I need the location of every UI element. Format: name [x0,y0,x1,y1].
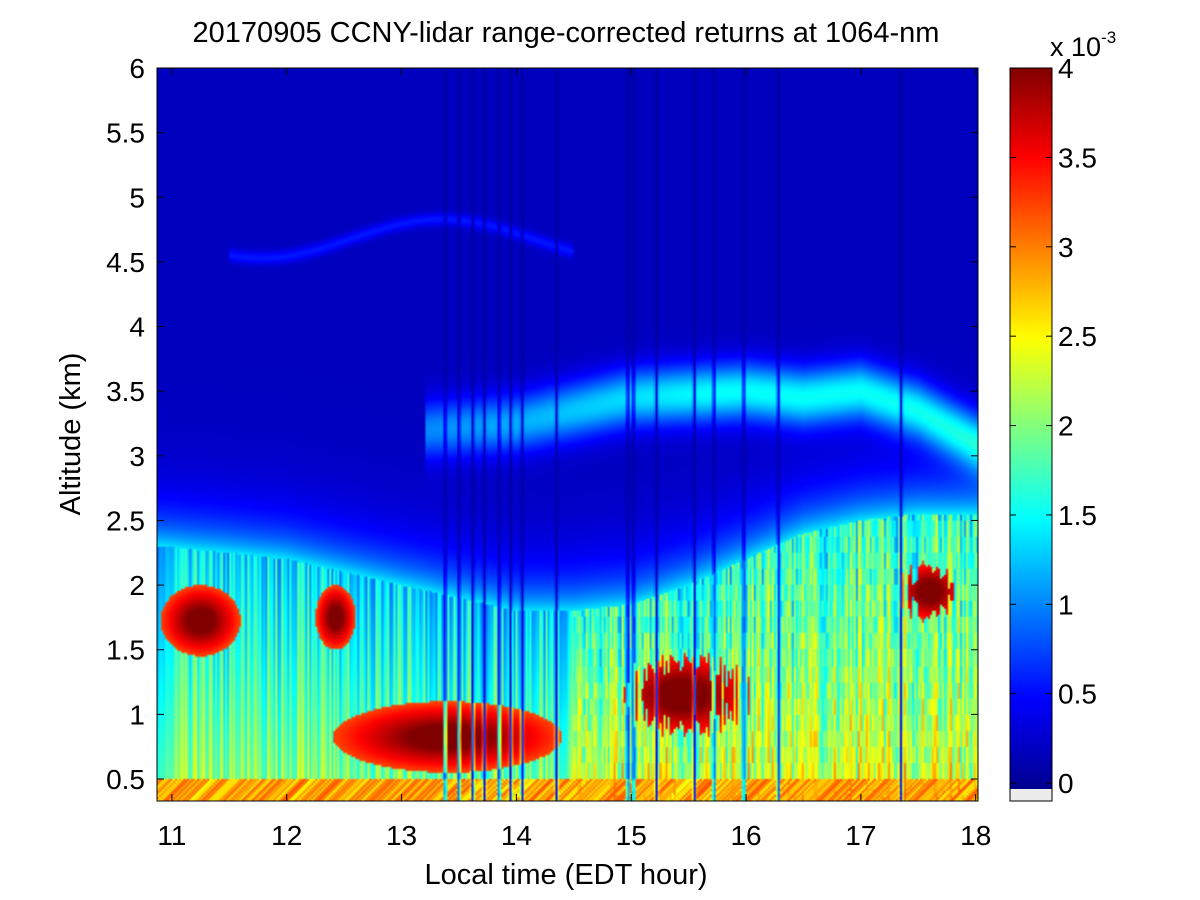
colorbar-tick-label-2: 1 [1058,589,1074,620]
colorbar-frame [1009,67,1053,802]
colorbar-tick-label-5: 2.5 [1058,321,1097,352]
y-tick-label-8: 4.5 [106,247,145,278]
colorbar-tick-label-0: 0 [1058,768,1074,799]
y-axis-label: Altitude (km) [55,353,87,516]
y-tick-label-0: 0.5 [106,764,145,795]
colorbar: 0 0.5 1 1.5 2 2.5 3 3.5 4 x 10-3 [1009,28,1116,802]
x-tick-label-2: 13 [386,820,417,851]
colorbar-lower-cap [1010,789,1052,801]
y-tick-label-7: 4 [129,312,145,343]
y-tick-label-2: 1.5 [106,635,145,666]
x-tick-label-1: 12 [271,820,302,851]
y-tick-label-10: 5.5 [106,118,145,149]
colorbar-tick-label-6: 3 [1058,232,1074,263]
x-axis: 11 12 13 14 15 16 17 18 [157,68,991,851]
x-axis-label: Local time (EDT hour) [424,859,707,891]
colorbar-tick-label-8: 4 [1058,53,1074,84]
y-tick-label-9: 5 [129,182,145,213]
colorbar-ticks: 0 0.5 1 1.5 2 2.5 3 3.5 4 [1010,53,1097,799]
plot-frame [156,67,979,802]
colorbar-tick-label-3: 1.5 [1058,500,1097,531]
y-tick-label-3: 2 [129,570,145,601]
x-tick-label-7: 18 [960,820,991,851]
y-axis: 0.5 1 1.5 2 2.5 3 3.5 4 4.5 5 5.5 6 [106,53,978,795]
colorbar-multiplier-base: x 10 [1050,32,1101,62]
y-tick-label-1: 1 [129,699,145,730]
colorbar-multiplier: x 10-3 [1050,28,1116,62]
colorbar-tick-label-1: 0.5 [1058,679,1097,710]
x-tick-label-4: 15 [616,820,647,851]
chart-title: 20170905 CCNY-lidar range-corrected retu… [193,17,940,49]
x-tick-label-5: 16 [730,820,761,851]
colorbar-tick-label-7: 3.5 [1058,142,1097,173]
x-tick-label-6: 17 [845,820,876,851]
y-tick-label-11: 6 [129,53,145,84]
colorbar-tick-label-4: 2 [1058,411,1074,442]
colorbar-gradient [1010,68,1052,789]
colorbar-multiplier-exponent: -3 [1101,28,1116,47]
heatmap-image [157,68,978,801]
plot-area [156,67,979,802]
y-tick-label-6: 3.5 [106,376,145,407]
x-tick-label-0: 11 [157,820,186,851]
y-tick-label-5: 3 [129,441,145,472]
x-tick-label-3: 14 [501,820,532,851]
y-tick-label-4: 2.5 [106,505,145,536]
